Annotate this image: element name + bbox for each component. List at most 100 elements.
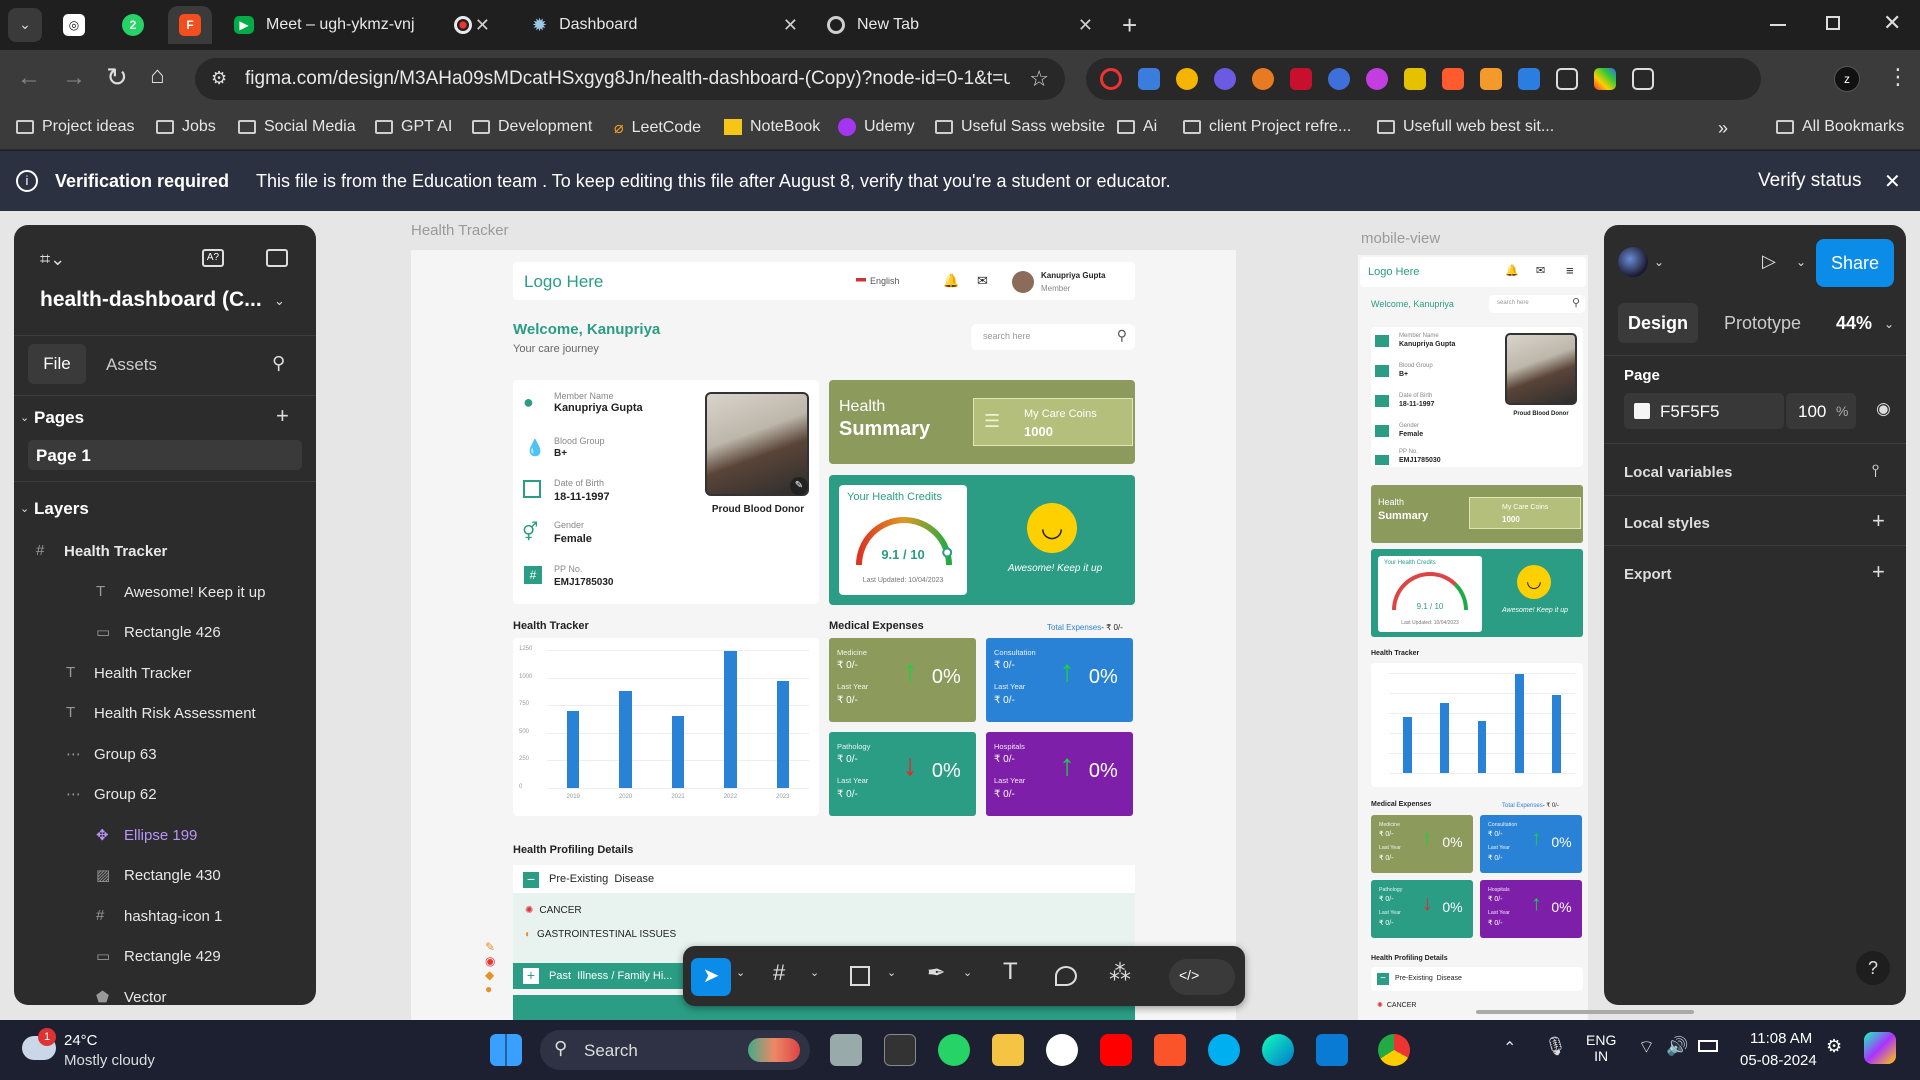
present-chevron-icon[interactable]: ⌄: [1796, 255, 1807, 269]
tab-file[interactable]: File: [28, 344, 86, 384]
color-swatch[interactable]: [1634, 403, 1650, 419]
zoom-level[interactable]: 44%: [1836, 313, 1873, 333]
weather-desc[interactable]: Mostly cloudy: [64, 1052, 155, 1069]
home-icon[interactable]: ⌂: [150, 62, 165, 89]
bookmark-item[interactable]: GPT AI: [375, 118, 452, 136]
expand-icon[interactable]: +: [523, 968, 539, 984]
extension-icon[interactable]: [1480, 68, 1502, 90]
expense-card-medicine[interactable]: Medicine ₹ 0/- Last Year ₹ 0/- ↑ 0%: [1371, 815, 1473, 873]
collapse-icon[interactable]: −: [523, 872, 539, 888]
browser-menu-icon[interactable]: ⋮: [1887, 64, 1909, 89]
layer-item[interactable]: T Health Tracker: [14, 657, 316, 693]
bookmark-item[interactable]: Ai: [1117, 118, 1157, 136]
clock-date[interactable]: 05-08-2024: [1740, 1052, 1817, 1069]
site-settings-icon[interactable]: ⚙: [211, 68, 228, 88]
profile-avatar[interactable]: z: [1834, 66, 1860, 92]
bookmark-item[interactable]: Development: [472, 118, 592, 136]
terminal-icon[interactable]: [884, 1034, 916, 1066]
forward-icon[interactable]: →: [62, 64, 86, 91]
add-page-icon[interactable]: +: [276, 403, 289, 428]
whatsapp-icon[interactable]: [938, 1034, 970, 1066]
task-view-icon[interactable]: [830, 1034, 862, 1066]
bookmark-item[interactable]: Usefull web best sit...: [1377, 118, 1554, 136]
bookmark-item[interactable]: Project ideas: [16, 118, 135, 136]
tab-prototype[interactable]: Prototype: [1724, 313, 1802, 333]
microphone-icon[interactable]: 🎙: [1544, 1036, 1567, 1056]
layer-item[interactable]: # Health Tracker: [14, 535, 316, 571]
verify-status-button[interactable]: Verify status: [1758, 170, 1862, 191]
extension-icon[interactable]: [1100, 68, 1122, 90]
file-name[interactable]: health-dashboard (C...: [40, 288, 262, 311]
edge-icon[interactable]: [1262, 1034, 1294, 1066]
close-window-icon[interactable]: ✕: [1883, 10, 1902, 35]
search-icon[interactable]: ⚲: [272, 353, 286, 373]
taskbar-search[interactable]: ⚲ Search: [540, 1030, 810, 1070]
chrome-icon[interactable]: [1378, 1034, 1410, 1066]
expense-card-pathology[interactable]: Pathology ₹ 0/- Last Year ₹ 0/- ↓ 0%: [1371, 880, 1473, 938]
text-tool-icon[interactable]: T: [1003, 958, 1018, 985]
tab-dashboard[interactable]: ✹ Dashboard ✕: [520, 6, 810, 44]
battery-icon[interactable]: [1698, 1040, 1718, 1052]
expense-card-hospitals[interactable]: Hospitals ₹ 0/- Last Year ₹ 0/- ↑ 0%: [1480, 880, 1582, 938]
comment-tool-icon[interactable]: [1055, 966, 1077, 986]
actions-tool-icon[interactable]: ⁂: [1109, 960, 1131, 985]
layer-item[interactable]: # hashtag-icon 1: [14, 900, 316, 936]
address-bar[interactable]: ⚙ figma.com/design/M3AHa09sMDcatHSxgyg8J…: [195, 58, 1065, 100]
layer-item[interactable]: ▨ Rectangle 430: [14, 859, 316, 895]
bookmarks-overflow-icon[interactable]: »: [1718, 118, 1729, 138]
eyedropper-icon[interactable]: [1556, 68, 1578, 90]
extension-icon[interactable]: [1252, 68, 1274, 90]
language-select[interactable]: English: [870, 276, 900, 286]
mobile-search-input[interactable]: search here ⚲: [1489, 295, 1585, 313]
bookmark-item[interactable]: NoteBook: [724, 118, 820, 136]
dev-mode-toggle[interactable]: </>: [1169, 959, 1235, 995]
help-icon[interactable]: ?: [1856, 951, 1890, 985]
language-indicator[interactable]: ENG IN: [1586, 1032, 1617, 1064]
figma-pinned-tab[interactable]: F: [168, 6, 212, 44]
layer-item[interactable]: ▭ Rectangle 429: [14, 940, 316, 976]
mobile-frame-label[interactable]: mobile-view: [1361, 230, 1441, 247]
vscode-icon[interactable]: [1316, 1034, 1348, 1066]
tab-dashboard-close-icon[interactable]: ✕: [782, 14, 798, 35]
app-icon[interactable]: [1046, 1034, 1078, 1066]
whatsapp-tab-icon[interactable]: 2: [122, 14, 144, 36]
mobile-frame[interactable]: Logo Here 🔔 ✉ ≡ Welcome, Kanupriya searc…: [1358, 255, 1588, 1020]
banner-close-icon[interactable]: ✕: [1884, 170, 1901, 193]
bookmark-item[interactable]: client Project refre...: [1183, 118, 1351, 136]
layer-item[interactable]: ⋯ Group 63: [14, 738, 316, 774]
weather-temp[interactable]: 24°C: [64, 1032, 98, 1049]
pages-chevron-icon[interactable]: ⌄: [20, 412, 30, 424]
back-icon[interactable]: ←: [17, 64, 41, 91]
pre-existing-row[interactable]: − Pre-Existing Disease: [513, 865, 1135, 893]
expense-card-pathology[interactable]: Pathology ₹ 0/- Last Year ₹ 0/- ↓ 0%: [829, 732, 976, 816]
visibility-eye-icon[interactable]: ◉: [1876, 399, 1891, 418]
bell-icon[interactable]: 🔔: [943, 273, 960, 288]
all-bookmarks[interactable]: All Bookmarks: [1776, 118, 1904, 136]
layer-item[interactable]: ⬟ Vector: [14, 981, 316, 1017]
page-item[interactable]: Page 1: [28, 440, 302, 470]
bookmark-item[interactable]: Useful Sass website: [935, 118, 1105, 136]
tab-design[interactable]: Design: [1618, 303, 1698, 343]
add-export-icon[interactable]: +: [1872, 559, 1885, 584]
collapse-icon[interactable]: −: [1377, 973, 1389, 985]
avatar-chevron-icon[interactable]: ⌄: [1654, 255, 1665, 269]
zoom-chevron-icon[interactable]: ⌄: [1884, 317, 1895, 331]
file-explorer-icon[interactable]: [992, 1034, 1024, 1066]
layer-item[interactable]: ✥ Ellipse 199: [14, 819, 316, 855]
layer-item[interactable]: ⋯ Group 62: [14, 778, 316, 814]
mail-icon[interactable]: ✉: [977, 273, 988, 288]
extension-icon[interactable]: [1404, 68, 1426, 90]
restore-icon[interactable]: [1826, 16, 1840, 30]
reload-icon[interactable]: ↻: [106, 62, 128, 92]
youtube-icon[interactable]: [1100, 1034, 1132, 1066]
avatar[interactable]: [1618, 247, 1648, 277]
move-tool-chevron-icon[interactable]: ⌄: [736, 967, 746, 979]
extension-icon[interactable]: [1138, 68, 1160, 90]
mail-icon[interactable]: ✉: [1536, 265, 1546, 277]
puzzle-icon[interactable]: [1632, 68, 1654, 90]
present-play-icon[interactable]: ▷: [1762, 251, 1776, 271]
extension-icon[interactable]: [1176, 68, 1198, 90]
tray-overflow-icon[interactable]: ⌃: [1503, 1040, 1517, 1057]
extension-icon[interactable]: [1290, 68, 1312, 90]
local-variables-section[interactable]: Local variables ⫯: [1624, 461, 1880, 481]
